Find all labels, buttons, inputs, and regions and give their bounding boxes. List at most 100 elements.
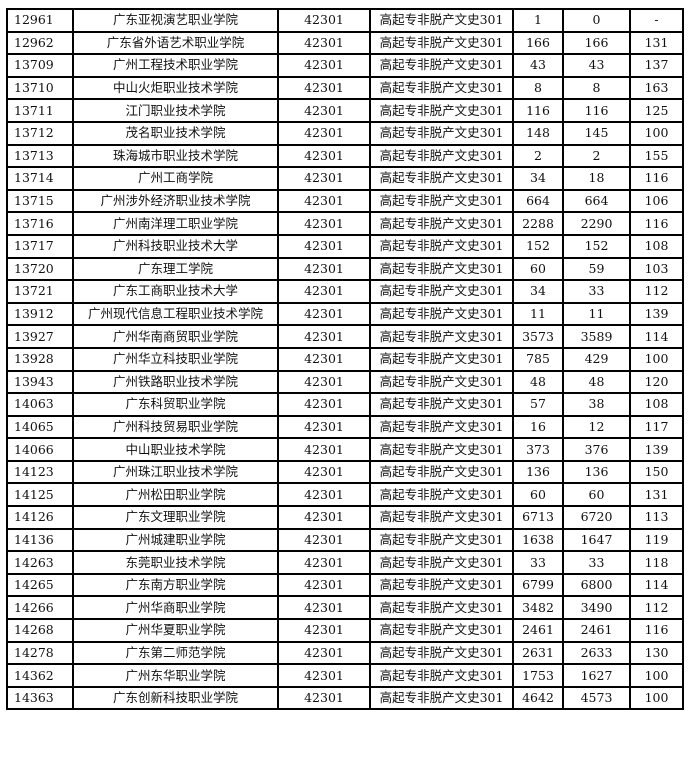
table-row: 14125 广州松田职业学院 42301 高起专非脱产文史301 60 60 131 (6, 482, 684, 508)
school-code-cell: 14065 (6, 414, 74, 440)
major-name-cell: 高起专非脱产文史301 (369, 324, 514, 349)
major-name-cell: 高起专非脱产文史301 (369, 233, 514, 259)
table-row: 13709 广州工程技术职业学院 42301 高起专非脱产文史301 43 43 137 (6, 53, 684, 78)
major-code-cell: 42301 (277, 188, 371, 214)
value-2-cell: 2633 (562, 640, 631, 666)
value-1-cell: 152 (512, 233, 564, 259)
school-code-cell: 13709 (6, 53, 74, 78)
school-name-cell: 广州东华职业学院 (72, 663, 279, 688)
school-code-cell: 14263 (6, 550, 74, 575)
value-1-cell: 6799 (512, 572, 564, 598)
value-3-cell: 108 (629, 233, 684, 259)
major-code-cell: 42301 (277, 211, 371, 236)
table-row: 13716 广州南洋理工职业学院 42301 高起专非脱产文史301 2288 2290 1… (6, 211, 684, 236)
value-1-cell: 3573 (512, 324, 564, 349)
major-code-cell: 42301 (277, 369, 371, 395)
value-3-cell: 131 (629, 482, 684, 508)
value-3-cell: 116 (629, 211, 684, 236)
value-3-cell: 150 (629, 459, 684, 485)
value-2-cell: 116 (562, 98, 631, 123)
value-1-cell: 373 (512, 437, 564, 462)
school-name-cell: 珠海城市职业技术学院 (72, 143, 279, 169)
major-code-cell: 42301 (277, 482, 371, 508)
school-code-cell: 13715 (6, 188, 74, 214)
major-code-cell: 42301 (277, 392, 371, 417)
major-code-cell: 42301 (277, 120, 371, 146)
school-name-cell: 茂名职业技术学院 (72, 120, 279, 146)
major-name-cell: 高起专非脱产文史301 (369, 346, 514, 372)
value-2-cell: 6720 (562, 505, 631, 530)
value-2-cell: 48 (562, 369, 631, 395)
table-row: 13714 广州工商学院 42301 高起专非脱产文史301 34 18 116 (6, 166, 684, 191)
table-row: 14126 广东文理职业学院 42301 高起专非脱产文史301 6713 6720 113 (6, 505, 684, 530)
major-name-cell: 高起专非脱产文史301 (369, 482, 514, 508)
value-3-cell: 120 (629, 369, 684, 395)
major-name-cell: 高起专非脱产文史301 (369, 188, 514, 214)
major-code-cell: 42301 (277, 166, 371, 191)
major-name-cell: 高起专非脱产文史301 (369, 256, 514, 282)
value-2-cell: 11 (562, 301, 631, 327)
major-code-cell: 42301 (277, 550, 371, 575)
value-1-cell: 1638 (512, 527, 564, 553)
school-name-cell: 广东工商职业技术大学 (72, 279, 279, 304)
value-3-cell: 114 (629, 324, 684, 349)
school-code-cell: 13928 (6, 346, 74, 372)
major-name-cell: 高起专非脱产文史301 (369, 75, 514, 101)
value-2-cell: 38 (562, 392, 631, 417)
school-name-cell: 广州华夏职业学院 (72, 618, 279, 643)
value-3-cell: 114 (629, 572, 684, 598)
table-row: 13712 茂名职业技术学院 42301 高起专非脱产文史301 148 145 100 (6, 120, 684, 146)
table-row: 14123 广州珠江职业技术学院 42301 高起专非脱产文史301 136 136 150 (6, 459, 684, 485)
major-code-cell: 42301 (277, 595, 371, 621)
major-name-cell: 高起专非脱产文史301 (369, 595, 514, 621)
school-name-cell: 广东南方职业学院 (72, 572, 279, 598)
major-code-cell: 42301 (277, 53, 371, 78)
school-code-cell: 14123 (6, 459, 74, 485)
school-code-cell: 13710 (6, 75, 74, 101)
major-name-cell: 高起专非脱产文史301 (369, 279, 514, 304)
school-code-cell: 14126 (6, 505, 74, 530)
major-code-cell: 42301 (277, 279, 371, 304)
major-name-cell: 高起专非脱产文史301 (369, 166, 514, 191)
table-row: 13928 广州华立科技职业学院 42301 高起专非脱产文史301 785 429 100 (6, 346, 684, 372)
school-name-cell: 广州工程技术职业学院 (72, 53, 279, 78)
school-name-cell: 广州科技贸易职业学院 (72, 414, 279, 440)
value-3-cell: 125 (629, 98, 684, 123)
value-3-cell: 100 (629, 346, 684, 372)
value-2-cell: 166 (562, 30, 631, 56)
value-1-cell: 2288 (512, 211, 564, 236)
school-name-cell: 广东第二师范学院 (72, 640, 279, 666)
value-3-cell: 119 (629, 527, 684, 553)
major-code-cell: 42301 (277, 75, 371, 101)
school-name-cell: 广东省外语艺术职业学院 (72, 30, 279, 56)
table-row: 13711 江门职业技术学院 42301 高起专非脱产文史301 116 116 125 (6, 98, 684, 123)
value-1-cell: 785 (512, 346, 564, 372)
value-1-cell: 2461 (512, 618, 564, 643)
value-2-cell: 2461 (562, 618, 631, 643)
value-2-cell: 59 (562, 256, 631, 282)
major-name-cell: 高起专非脱产文史301 (369, 30, 514, 56)
value-1-cell: 3482 (512, 595, 564, 621)
major-code-cell: 42301 (277, 640, 371, 666)
major-code-cell: 42301 (277, 685, 371, 711)
table-row: 14362 广州东华职业学院 42301 高起专非脱产文史301 1753 1627 100 (6, 663, 684, 688)
school-name-cell: 广州华南商贸职业学院 (72, 324, 279, 349)
school-code-cell: 14063 (6, 392, 74, 417)
school-name-cell: 广东理工学院 (72, 256, 279, 282)
value-3-cell: 116 (629, 618, 684, 643)
table-row: 14278 广东第二师范学院 42301 高起专非脱产文史301 2631 2633 130 (6, 640, 684, 666)
table-row: 14136 广州城建职业学院 42301 高起专非脱产文史301 1638 1647 119 (6, 527, 684, 553)
school-code-cell: 13714 (6, 166, 74, 191)
school-code-cell: 14278 (6, 640, 74, 666)
school-code-cell: 13943 (6, 369, 74, 395)
major-code-cell: 42301 (277, 437, 371, 462)
school-name-cell: 广州松田职业学院 (72, 482, 279, 508)
major-name-cell: 高起专非脱产文史301 (369, 143, 514, 169)
school-code-cell: 14066 (6, 437, 74, 462)
value-2-cell: 664 (562, 188, 631, 214)
table-row: 12961 广东亚视演艺职业学院 42301 高起专非脱产文史301 1 0- (6, 8, 684, 33)
value-3-cell: 116 (629, 166, 684, 191)
school-name-cell: 广州南洋理工职业学院 (72, 211, 279, 236)
value-1-cell: 664 (512, 188, 564, 214)
value-2-cell: 4573 (562, 685, 631, 711)
